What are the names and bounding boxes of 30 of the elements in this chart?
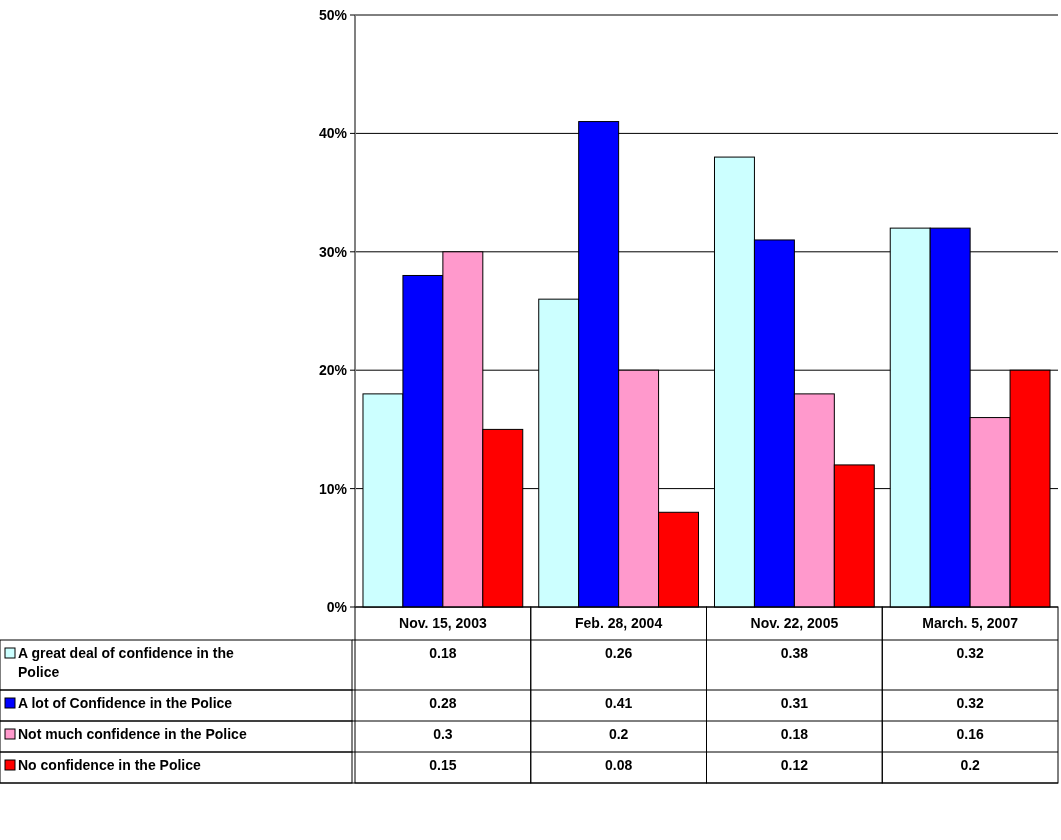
y-tick-label: 40% [318, 125, 348, 142]
data-label: 0.3 [433, 726, 453, 742]
data-label: 0.41 [605, 695, 633, 711]
data-label: 0.2 [608, 726, 629, 742]
data-label: 0.26 [605, 645, 633, 661]
data-label: 0.31 [780, 695, 809, 711]
data-label: 0.08 [605, 757, 633, 773]
data-label: 0.28 [429, 695, 457, 711]
y-tick-label: 30% [318, 243, 348, 260]
y-tick-label: 20% [318, 362, 348, 379]
x-tick-label: Nov. 15, 2003 [399, 615, 487, 632]
x-tick-label: Feb. 28, 2004 [575, 615, 663, 632]
data-label: 0.15 [429, 757, 457, 773]
data-label: 0.18 [429, 645, 457, 661]
y-tick-label: 0% [326, 598, 348, 615]
legend-label: A lot of Confidence in the Police [18, 695, 233, 711]
x-tick-label: Nov. 22, 2005 [750, 615, 839, 632]
data-label: 0.2 [960, 757, 981, 773]
data-label: 0.12 [780, 757, 809, 773]
x-tick-label: March. 5, 2007 [922, 615, 1019, 632]
data-label: 0.32 [956, 645, 984, 661]
data-label: 0.18 [780, 726, 809, 742]
y-tick-label: 10% [318, 480, 348, 497]
legend-label: A great deal of confidence in the Police [18, 645, 234, 680]
data-label: 0.16 [956, 726, 984, 742]
legend-label: No confidence in the Police [18, 757, 202, 773]
legend-label: Not much confidence in the Police [18, 726, 247, 742]
data-label: 0.32 [956, 695, 984, 711]
y-tick-label: 50% [318, 6, 348, 23]
data-label: 0.38 [780, 645, 809, 661]
